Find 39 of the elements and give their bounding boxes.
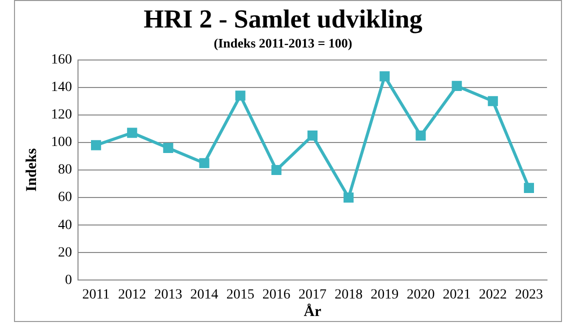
point (452, 80, 462, 92)
x-tick-label: 2019 (370, 287, 399, 302)
chart-title: HRI 2 - Samlet udvikling (144, 4, 422, 34)
point (271, 164, 282, 176)
y-tick-label: 160 (51, 52, 72, 68)
point (307, 130, 318, 141)
point (416, 130, 426, 141)
x-tick-label: 2015 (226, 287, 254, 302)
x-tick-label: 2023 (514, 287, 543, 302)
y-tick-label: 20 (58, 245, 72, 260)
point (163, 142, 174, 153)
y-tick-label: 40 (58, 218, 72, 233)
point (344, 192, 354, 203)
point (524, 182, 534, 193)
chart-subtitle: (Indeks 2011-2013 = 100) (214, 35, 352, 50)
point (91, 140, 102, 150)
point (199, 158, 210, 168)
x-tick-label: 2022 (478, 287, 507, 302)
x-tick-label: 2016 (262, 287, 290, 302)
x-tick-label: 2014 (190, 287, 218, 302)
y-axis-title: Indeks (24, 148, 40, 192)
x-tick-label: 2017 (298, 287, 326, 302)
point (380, 71, 390, 82)
x-axis-title: År (304, 302, 322, 320)
y-tick-label: 120 (51, 108, 72, 123)
x-tick-label: 2012 (118, 287, 146, 302)
point (127, 128, 138, 138)
y-tick-label: 140 (51, 80, 72, 96)
y-tick-label: 60 (58, 190, 72, 206)
x-tick-label: 2018 (334, 287, 363, 302)
point (235, 90, 246, 101)
point (488, 96, 498, 106)
x-tick-label: 2021 (442, 287, 471, 302)
y-tick-label: 100 (51, 135, 72, 150)
x-tick-label: 2011 (82, 287, 110, 302)
x-tick-label: 2020 (406, 287, 435, 302)
y-tick-label: 80 (58, 162, 72, 178)
y-tick-label: 0 (65, 272, 72, 288)
x-tick-label: 2013 (154, 287, 182, 302)
